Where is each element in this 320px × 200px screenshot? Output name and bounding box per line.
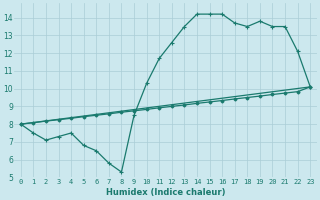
X-axis label: Humidex (Indice chaleur): Humidex (Indice chaleur) [106,188,225,197]
